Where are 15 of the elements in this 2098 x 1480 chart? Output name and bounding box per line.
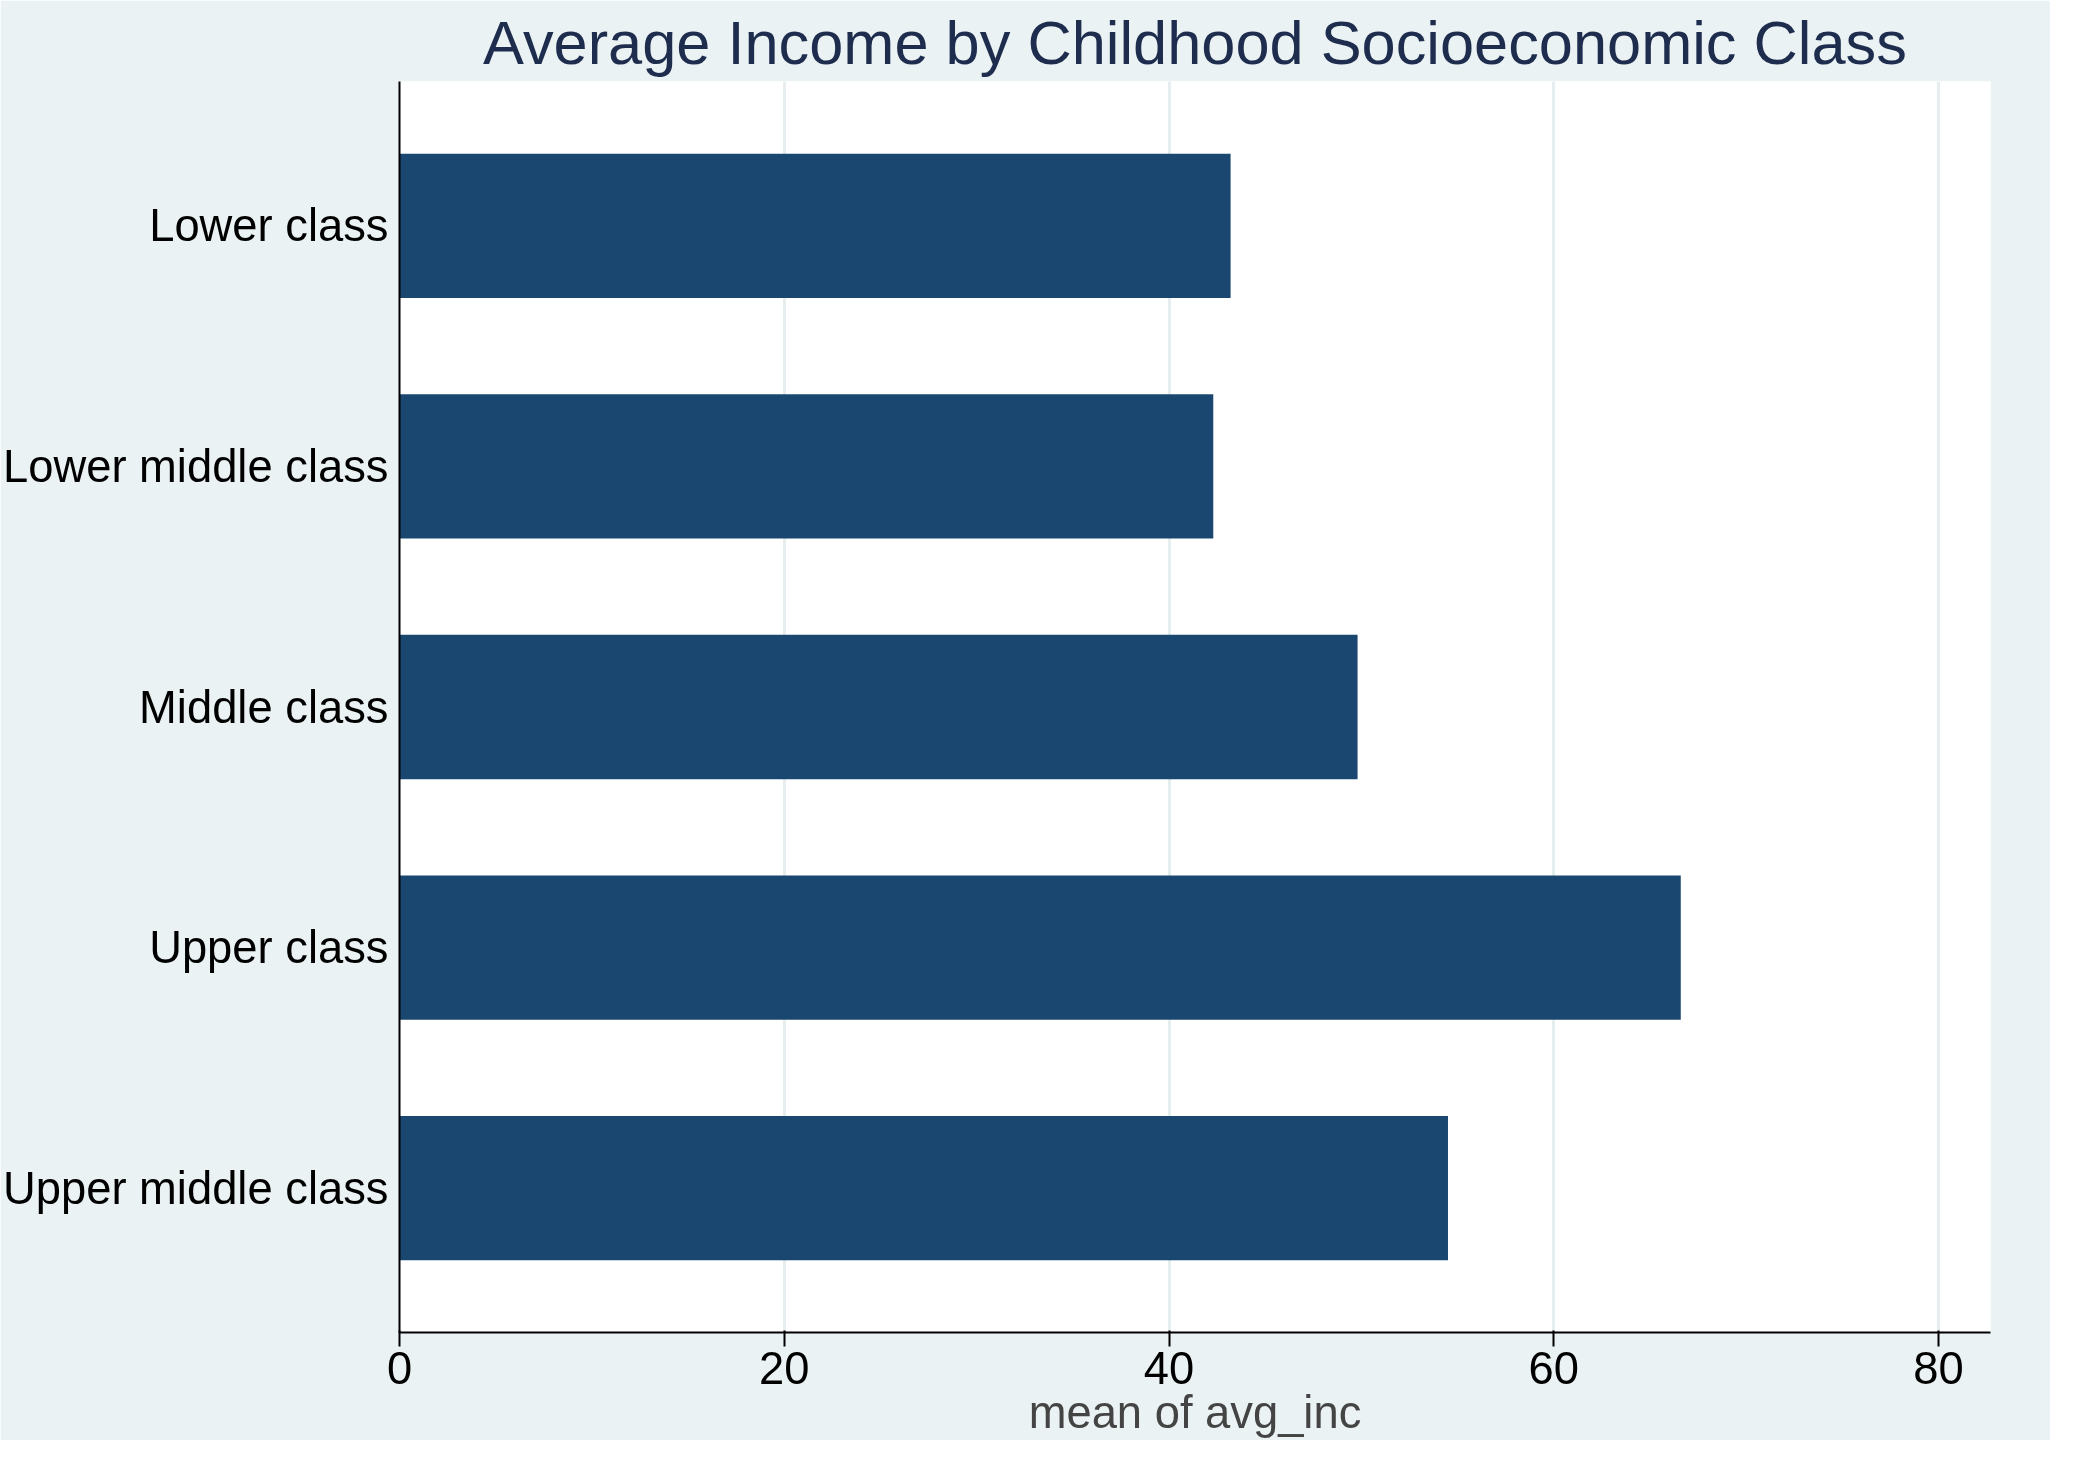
bar — [399, 1115, 1448, 1261]
x-tick-label: 20 — [759, 1342, 810, 1394]
y-tick-label: Lower class — [149, 200, 389, 252]
bar — [399, 153, 1231, 299]
y-tick-label: Upper middle class — [3, 1162, 389, 1214]
x-tick-label: 0 — [386, 1342, 413, 1394]
x-tick-label: 60 — [1528, 1342, 1580, 1394]
x-tick-label: 80 — [1913, 1342, 1964, 1394]
y-tick-label: Upper class — [149, 922, 389, 974]
y-tick-label: Lower middle class — [3, 440, 389, 492]
chart-title: Average Income by Childhood Socioeconomic Class — [483, 7, 1907, 77]
bar — [399, 875, 1681, 1020]
y-tick-label: Middle class — [139, 681, 389, 733]
bar — [399, 634, 1358, 780]
bar — [399, 394, 1214, 539]
